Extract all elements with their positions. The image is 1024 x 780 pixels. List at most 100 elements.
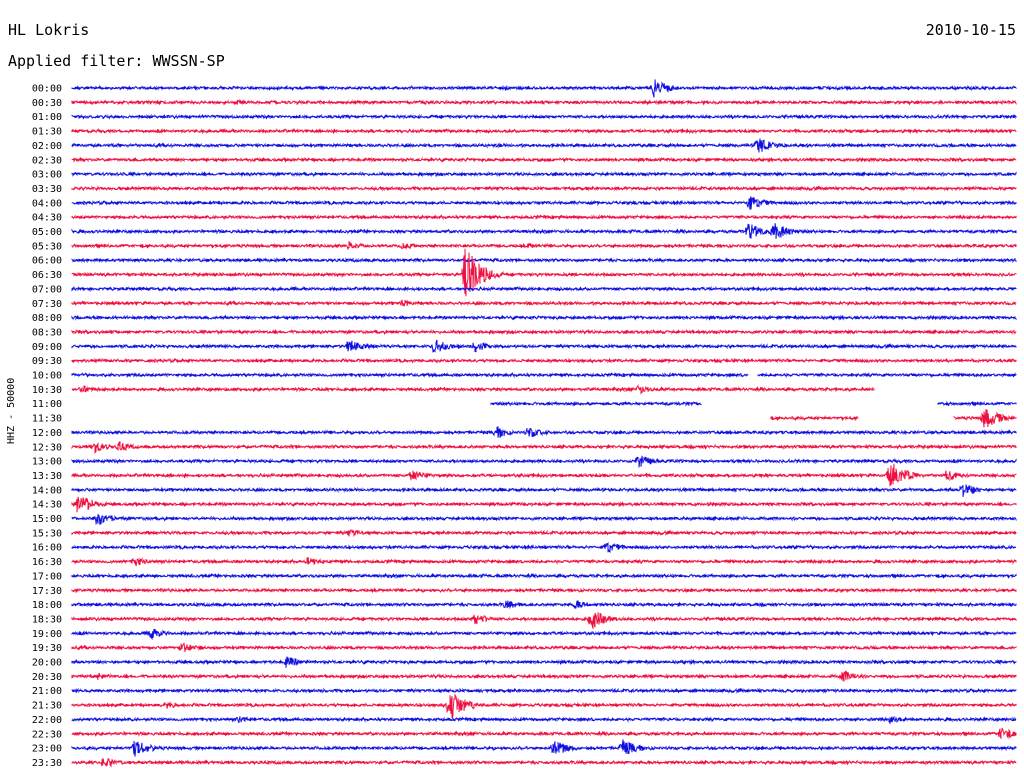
trace-line	[71, 357, 1017, 365]
time-label: 19:00	[32, 629, 62, 640]
trace-line	[71, 223, 1017, 239]
trace-line	[71, 371, 1017, 379]
trace-line	[71, 455, 1017, 468]
trace-line	[71, 612, 1017, 629]
trace-line	[770, 409, 1017, 428]
trace-line	[71, 642, 1017, 653]
time-label: 12:00	[32, 428, 62, 439]
time-label: 08:30	[32, 327, 62, 338]
trace-line	[71, 299, 1017, 307]
trace-line	[71, 241, 1017, 251]
time-label: 16:00	[32, 543, 62, 554]
trace-line	[71, 256, 1017, 264]
station-title: HL Lokris	[8, 21, 90, 39]
trace-line	[71, 314, 1017, 321]
time-label: 08:00	[32, 313, 62, 324]
trace-line	[71, 541, 1017, 554]
trace-line	[71, 572, 1017, 580]
trace-line	[71, 285, 1017, 293]
time-label: 11:00	[32, 399, 62, 410]
time-label: 13:00	[32, 457, 62, 468]
time-label: 12:30	[32, 442, 62, 453]
time-label: 23:00	[32, 744, 62, 755]
trace-line	[71, 600, 1017, 610]
time-label: 05:00	[32, 227, 62, 238]
trace-line	[71, 156, 1017, 163]
time-label: 22:00	[32, 715, 62, 726]
trace-line	[71, 727, 1017, 740]
trace-line	[71, 529, 1017, 538]
trace-line	[71, 484, 1017, 497]
time-label: 10:30	[32, 385, 62, 396]
time-label: 14:30	[32, 500, 62, 511]
time-label: 05:30	[32, 241, 62, 252]
time-label: 20:30	[32, 672, 62, 683]
time-label: 21:00	[32, 686, 62, 697]
trace-line	[71, 628, 1017, 641]
trace-line	[71, 587, 1017, 594]
time-label: 23:30	[32, 758, 62, 769]
time-labels: 00:00 00:30 01:00 01:30 02:00 02:30 03:00 03:30…	[32, 84, 62, 769]
trace-line	[71, 656, 1017, 668]
time-label: 15:30	[32, 528, 62, 539]
time-label: 00:30	[32, 98, 62, 109]
trace-line	[490, 400, 1017, 407]
trace-line	[71, 79, 1017, 98]
time-label: 02:00	[32, 141, 62, 152]
time-label: 07:00	[32, 284, 62, 295]
time-label: 17:00	[32, 571, 62, 582]
trace-line	[71, 248, 1017, 297]
time-label: 03:00	[32, 170, 62, 181]
time-label: 04:30	[32, 213, 62, 224]
trace-line	[71, 196, 1017, 210]
time-label: 06:00	[32, 256, 62, 267]
filter-label: Applied filter: WWSSN-SP	[8, 52, 225, 70]
time-label: 18:30	[32, 614, 62, 625]
trace-line	[71, 687, 1017, 694]
trace-line	[71, 127, 1017, 135]
time-label: 01:30	[32, 127, 62, 138]
time-label: 04:00	[32, 198, 62, 209]
time-label: 01:00	[32, 112, 62, 123]
time-label: 11:30	[32, 414, 62, 425]
trace-line	[71, 441, 1017, 454]
time-label: 20:00	[32, 658, 62, 669]
trace-line	[71, 715, 1017, 725]
trace-line	[71, 138, 1017, 153]
trace-line	[71, 170, 1017, 178]
time-label: 19:30	[32, 643, 62, 654]
trace-line	[71, 513, 1017, 525]
trace-line	[71, 739, 1017, 757]
time-label: 00:00	[32, 84, 62, 95]
trace-line	[71, 185, 1017, 192]
trace-line	[71, 693, 1017, 719]
trace-line	[71, 98, 1017, 106]
time-label: 21:30	[32, 701, 62, 712]
trace-line	[71, 113, 1017, 120]
traces	[71, 79, 1017, 768]
trace-line	[71, 213, 1017, 221]
trace-line	[71, 463, 1017, 487]
trace-line	[71, 556, 1017, 567]
time-label: 10:00	[32, 371, 62, 382]
trace-line	[71, 339, 1017, 353]
time-label: 02:30	[32, 155, 62, 166]
time-label: 13:30	[32, 471, 62, 482]
date-label: 2010-10-15	[925, 21, 1016, 39]
time-label: 03:30	[32, 184, 62, 195]
time-label: 22:30	[32, 729, 62, 740]
trace-line	[71, 384, 875, 395]
time-label: 06:30	[32, 270, 62, 281]
time-label: 18:00	[32, 600, 62, 611]
time-label: 09:00	[32, 342, 62, 353]
time-label: 09:30	[32, 356, 62, 367]
trace-line	[71, 426, 1017, 439]
trace-line	[71, 496, 1017, 513]
time-label: 15:00	[32, 514, 62, 525]
time-label: 17:30	[32, 586, 62, 597]
trace-line	[71, 670, 1017, 682]
time-label: 14:00	[32, 485, 62, 496]
trace-line	[71, 758, 1017, 768]
time-label: 16:30	[32, 557, 62, 568]
